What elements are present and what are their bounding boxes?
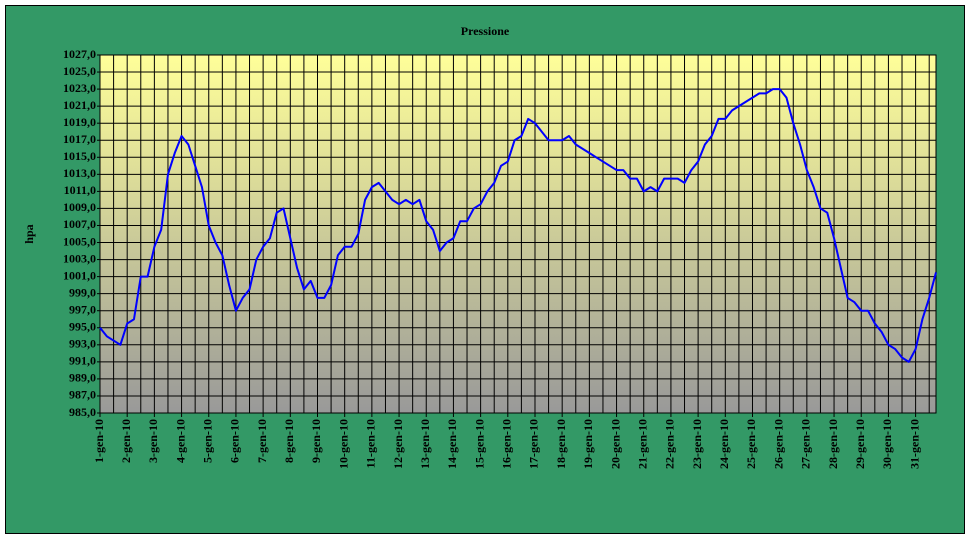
x-tick-label: 4-gen-10 (173, 419, 187, 463)
x-tick-label: 14-gen-10 (445, 419, 459, 469)
y-tick-label: 985,0 (69, 405, 96, 419)
x-tick-label: 19-gen-10 (581, 419, 595, 469)
x-tick-label: 21-gen-10 (635, 419, 649, 469)
x-tick-label: 28-gen-10 (826, 419, 840, 469)
x-tick-label: 9-gen-10 (309, 419, 323, 463)
y-tick-label: 993,0 (69, 337, 96, 351)
plot-border (99, 54, 937, 414)
x-tick-label: 10-gen-10 (336, 419, 350, 469)
plot-area (99, 54, 937, 414)
x-tick-label: 11-gen-10 (364, 419, 378, 468)
x-tick-label: 23-gen-10 (690, 419, 704, 469)
y-tick-label: 1023,0 (63, 81, 96, 95)
x-tick-label: 7-gen-10 (255, 419, 269, 463)
y-axis-label: hpa (22, 224, 36, 243)
y-tick-label: 991,0 (69, 354, 96, 368)
y-tick-label: 1015,0 (63, 149, 96, 163)
chart-title: Pressione (461, 24, 510, 38)
x-tick-label: 17-gen-10 (527, 419, 541, 469)
y-tick-label: 987,0 (69, 388, 96, 402)
y-tick-label: 995,0 (69, 320, 96, 334)
y-tick-label: 1007,0 (63, 217, 96, 231)
y-tick-label: 1005,0 (63, 234, 96, 248)
x-tick-label: 1-gen-10 (92, 419, 106, 463)
x-tick-label: 25-gen-10 (744, 419, 758, 469)
y-tick-label: 1019,0 (63, 115, 96, 129)
x-tick-label: 22-gen-10 (663, 419, 677, 469)
x-tick-label: 18-gen-10 (554, 419, 568, 469)
x-tick-label: 13-gen-10 (418, 419, 432, 469)
y-tick-label: 1021,0 (63, 98, 96, 112)
y-tick-label: 1025,0 (63, 64, 96, 78)
x-tick-label: 30-gen-10 (880, 419, 894, 469)
y-tick-label: 1001,0 (63, 268, 96, 282)
x-tick-label: 26-gen-10 (771, 419, 785, 469)
y-tick-label: 1009,0 (63, 200, 96, 214)
x-tick-label: 12-gen-10 (391, 419, 405, 469)
data-line (99, 88, 937, 363)
x-tick-label: 29-gen-10 (853, 419, 867, 469)
x-tick-label: 2-gen-10 (119, 419, 133, 463)
x-tick-label: 5-gen-10 (200, 419, 214, 463)
x-tick-label: 16-gen-10 (500, 419, 514, 469)
x-tick-label: 3-gen-10 (146, 419, 160, 463)
y-tick-label: 1003,0 (63, 251, 96, 265)
x-tick-label: 8-gen-10 (282, 419, 296, 463)
x-tick-label: 24-gen-10 (717, 419, 731, 469)
x-tick-label: 27-gen-10 (799, 419, 813, 469)
y-tick-label: 1017,0 (63, 132, 96, 146)
x-tick-label: 20-gen-10 (608, 419, 622, 469)
x-tick-label: 15-gen-10 (472, 419, 486, 469)
x-tick-label: 31-gen-10 (907, 419, 921, 469)
x-tick-label: 6-gen-10 (228, 419, 242, 463)
y-tick-label: 1013,0 (63, 166, 96, 180)
y-tick-label: 1027,0 (63, 47, 96, 61)
y-tick-label: 989,0 (69, 371, 96, 385)
y-tick-label: 997,0 (69, 302, 96, 316)
y-tick-label: 1011,0 (64, 183, 96, 197)
y-tick-label: 999,0 (69, 285, 96, 299)
